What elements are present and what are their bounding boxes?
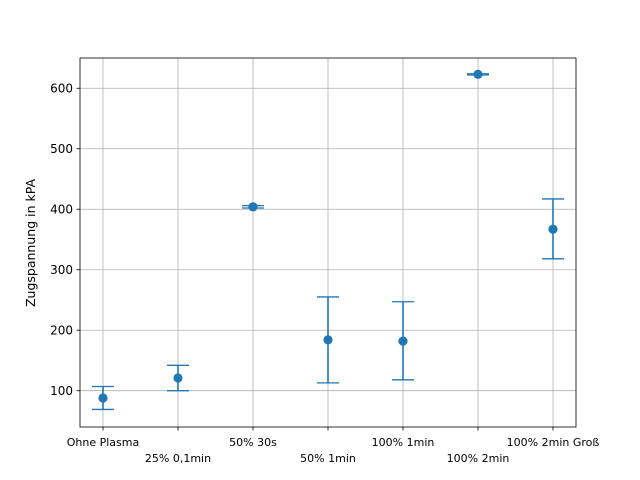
x-tick-label: 50% 30s	[229, 436, 277, 449]
y-axis-label: Zugspannung in kPA	[23, 179, 38, 307]
data-point	[473, 69, 483, 79]
x-tick-label: 25% 0,1min	[145, 452, 211, 465]
data-point	[173, 373, 183, 383]
x-tick-label: 50% 1min	[300, 452, 356, 465]
data-point	[398, 336, 408, 346]
x-axis-ticks: Ohne Plasma 25% 0,1min 50% 30s 50% 1min 100%…	[67, 427, 600, 465]
data-point	[98, 393, 108, 403]
y-tick-label: 100	[50, 384, 73, 398]
x-tick-label: 100% 2min Groß	[507, 436, 600, 449]
data-point	[548, 224, 558, 234]
data-points	[98, 69, 558, 403]
data-point	[248, 202, 258, 212]
y-tick-label: 200	[50, 324, 73, 338]
x-tick-label: 100% 1min	[372, 436, 435, 449]
x-tick-label: 100% 2min	[447, 452, 510, 465]
data-point	[323, 335, 333, 345]
y-tick-label: 300	[50, 263, 73, 277]
x-tick-label: Ohne Plasma	[67, 436, 139, 449]
y-axis-ticks: 100 200 300 400 500 600	[50, 82, 80, 398]
y-tick-label: 400	[50, 203, 73, 217]
y-tick-label: 500	[50, 142, 73, 156]
y-tick-label: 600	[50, 82, 73, 96]
